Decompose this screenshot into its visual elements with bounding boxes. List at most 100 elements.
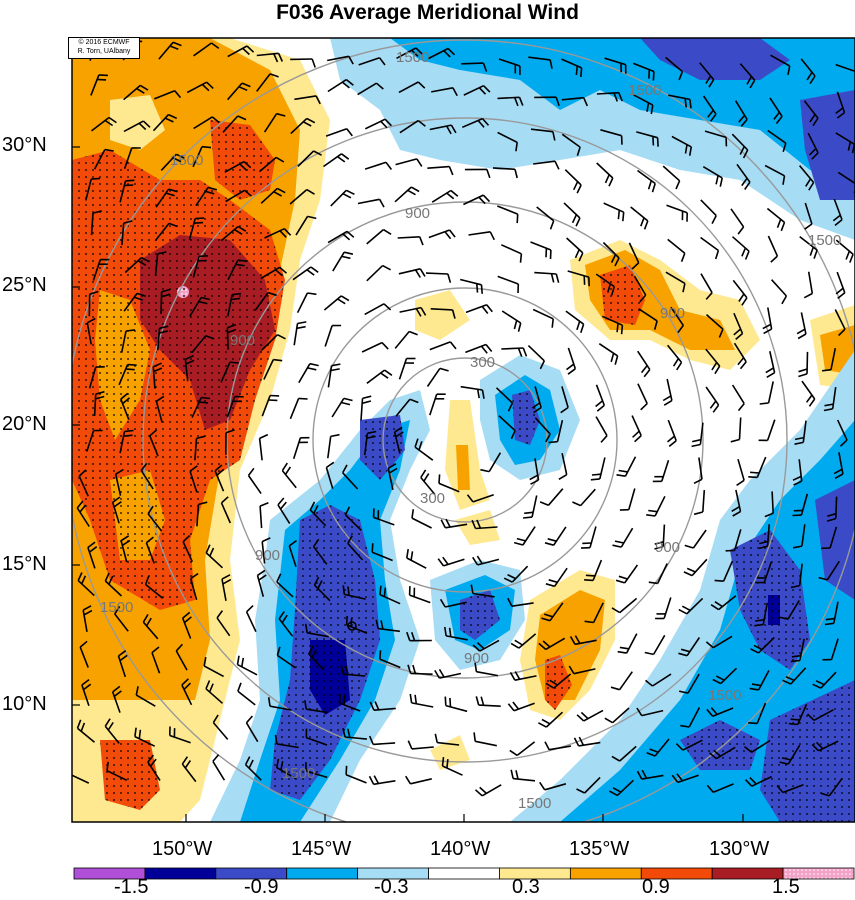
wind-barb-flag — [384, 369, 393, 376]
wind-barb — [668, 94, 691, 101]
wind-barb — [633, 275, 647, 296]
wind-barb-flag — [438, 668, 445, 678]
wind-barb-flag — [193, 221, 204, 224]
wind-barb — [306, 708, 329, 714]
wind-barb-flag — [688, 146, 693, 156]
wind-barb-flag — [610, 686, 620, 691]
wind-barb — [123, 292, 138, 312]
wind-barb — [313, 584, 331, 602]
wind-barb-flag — [446, 125, 452, 135]
wind-barb — [281, 470, 297, 489]
wind-barb-flag — [677, 324, 684, 334]
wind-barb-flag — [566, 363, 575, 371]
wind-barb-flag — [766, 372, 776, 378]
wind-barb-flag — [541, 617, 551, 622]
wind-barb-flag — [423, 473, 430, 482]
wind-barb-flag — [418, 441, 423, 451]
wind-barb-flag — [539, 501, 549, 507]
wind-barb — [477, 558, 500, 566]
wind-barb — [332, 251, 345, 272]
wind-barb-flag — [684, 544, 694, 549]
wind-barb — [733, 312, 744, 334]
contour-label-300: 300 — [470, 354, 495, 371]
wind-barb-flag — [653, 320, 658, 330]
wind-barb — [276, 581, 294, 598]
wind-barb-flag — [312, 505, 319, 514]
wind-barb-flag — [366, 435, 376, 439]
wind-barb-flag — [813, 249, 818, 259]
wind-barb — [573, 668, 596, 675]
wind-barb — [567, 270, 590, 278]
wind-barb-flag — [705, 292, 713, 300]
wind-barb-flag — [711, 361, 718, 371]
contour-label-1500: 1500 — [396, 49, 429, 66]
wind-barb — [118, 364, 129, 386]
wind-barb — [152, 114, 170, 132]
wind-barb-flag — [415, 47, 423, 55]
wind-barb-flag — [175, 153, 185, 159]
wind-barb — [798, 165, 815, 184]
wind-barb — [189, 470, 198, 493]
wind-barb-flag — [652, 136, 655, 146]
wind-barb-flag — [89, 546, 98, 553]
wind-barb — [688, 707, 701, 728]
wind-barb — [666, 204, 688, 214]
wind-barb-flag — [575, 65, 578, 75]
wind-barb — [604, 57, 626, 66]
wind-barb-flag — [639, 294, 647, 303]
wind-barb-flag — [712, 404, 720, 413]
wind-barb — [619, 745, 637, 762]
wind-barb-flag — [544, 542, 554, 546]
wind-barb-flag — [296, 325, 306, 330]
wind-barb-flag — [584, 579, 594, 582]
wind-barb — [702, 166, 723, 179]
wind-barb-flag — [125, 179, 135, 182]
wind-barb-flag — [544, 741, 550, 751]
wind-barb — [530, 128, 553, 133]
wind-barb — [114, 613, 129, 632]
wind-barb — [222, 115, 239, 133]
wind-barb — [411, 702, 434, 708]
wind-barb-flag — [341, 255, 351, 260]
wind-barb-flag — [198, 300, 208, 305]
wind-barb — [357, 82, 377, 96]
wind-barb-flag — [348, 55, 354, 65]
wind-barb — [442, 765, 463, 776]
wind-barb-flag — [347, 586, 350, 596]
wind-barb-flag — [106, 761, 109, 771]
wind-barb-flag — [182, 534, 191, 543]
colorbar-label: -0.9 — [244, 876, 279, 898]
wind-barb — [119, 180, 127, 203]
wind-barb-flag — [486, 304, 493, 313]
wind-barb-flag — [636, 770, 643, 780]
wind-barb-flag — [792, 475, 802, 481]
wind-barb — [323, 295, 342, 311]
wind-barb-flag — [763, 328, 772, 335]
wind-barb — [497, 205, 518, 215]
wind-barb-flag — [576, 714, 585, 722]
wind-barb — [339, 702, 361, 712]
wind-barb-flag — [410, 551, 414, 561]
wind-barb-flag — [730, 438, 740, 443]
wind-barb-flag — [313, 576, 320, 586]
wind-barb — [278, 618, 294, 637]
wind-barb — [522, 526, 536, 546]
wind-barb — [553, 567, 568, 587]
wind-barb-flag — [140, 462, 148, 471]
wind-barb — [111, 502, 120, 524]
wind-barb-flag — [307, 215, 317, 220]
wind-barb — [331, 397, 345, 418]
wind-barb-flag — [595, 400, 604, 408]
wind-barb — [715, 746, 736, 760]
contour-label-group: 300 300 900 900 900 900 900 900 1500 150… — [100, 49, 841, 812]
wind-barb — [86, 322, 92, 345]
wind-barb-flag — [205, 334, 215, 340]
wind-barb-flag — [113, 501, 122, 508]
wind-barb-flag — [705, 75, 712, 84]
wind-barb-flag — [379, 650, 382, 660]
wind-barb — [399, 306, 422, 313]
wind-barb-flag — [618, 575, 628, 580]
wind-barb-flag — [510, 769, 514, 779]
wind-barb-flag — [755, 619, 765, 622]
wind-barb-flag — [205, 190, 215, 195]
